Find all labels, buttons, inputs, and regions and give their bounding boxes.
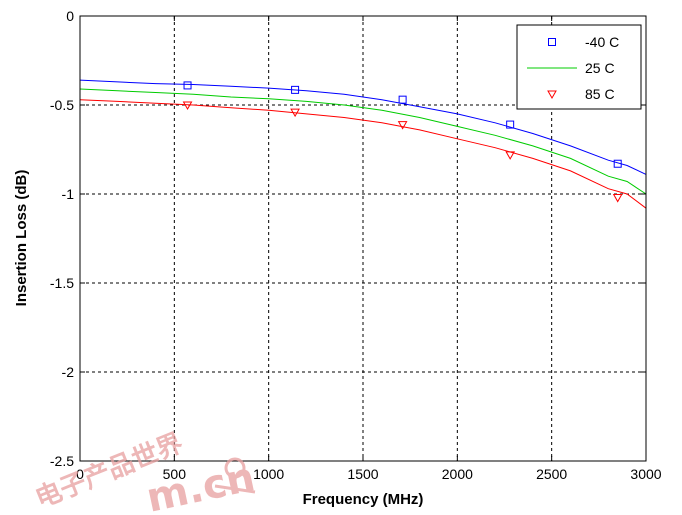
y-tick-label: -2.5 [50,453,74,469]
legend-label: 25 C [585,60,615,76]
data-point-square [291,85,300,94]
tick-marks [79,15,647,462]
legend-label: 85 C [585,86,615,102]
series-layer [79,79,647,209]
series-25c [79,88,647,195]
data-point-square [548,38,556,46]
data-point-triangle [290,108,300,118]
data-point-square [613,159,622,168]
x-tick-label: 1000 [253,466,284,482]
legend-entries: -40 C 25 C 85 C [527,34,619,102]
series-85c [79,99,647,209]
x-tick-label: 3000 [630,466,661,482]
watermark-logo [214,457,256,494]
data-point-triangle [612,194,623,203]
y-tick-label: 0 [66,8,74,24]
x-tick-label: 0 [76,466,84,482]
y-tick-label: -0.5 [50,97,74,113]
x-tick-labels: 0 500 1000 1500 2000 2500 3000 [76,466,662,482]
y-tick-label: -1.5 [50,275,74,291]
y-tick-label: -2 [62,364,75,380]
grid-lines [80,16,646,461]
legend: -40 C 25 C 85 C [516,24,642,110]
legend-entry: 25 C [527,60,615,76]
legend-box [516,24,642,110]
series-40c [79,79,647,175]
series-line [79,88,647,195]
data-point-triangle [547,90,557,100]
x-tick-label: 500 [163,466,187,482]
data-point-square [506,120,515,129]
series-line [79,99,647,209]
x-axis-label: Frequency (MHz) [303,491,424,508]
y-axis-label: Insertion Loss (dB) [13,170,30,307]
legend-label: -40 C [585,34,619,50]
series-line [79,79,647,175]
data-point-triangle [505,151,516,160]
data-point-square [183,81,192,90]
data-point-triangle [397,121,408,130]
y-tick-label: -1 [62,186,75,202]
legend-entry: 85 C [547,86,615,102]
data-point-square [398,95,407,104]
legend-entry: -40 C [548,34,619,50]
y-tick-labels: 0 -0.5 -1 -1.5 -2 -2.5 [50,8,74,469]
x-tick-label: 1500 [347,466,378,482]
x-tick-label: 2000 [442,466,473,482]
x-tick-label: 2500 [536,466,567,482]
data-point-triangle [182,101,193,111]
